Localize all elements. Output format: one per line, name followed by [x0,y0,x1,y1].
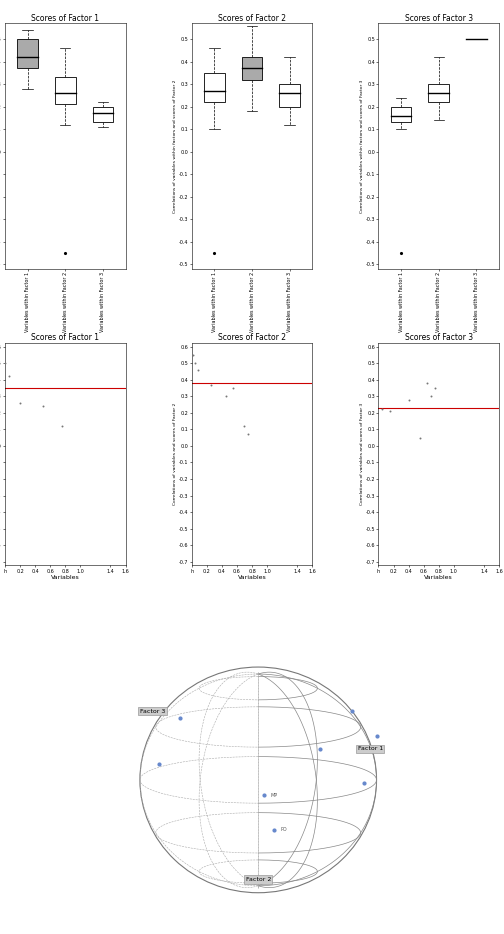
Point [57,418,66,433]
Title: Scores of Factor 1: Scores of Factor 1 [31,333,99,343]
Title: Scores of Factor 2: Scores of Factor 2 [218,333,286,343]
Point [423,375,431,390]
Title: Scores of Factor 3: Scores of Factor 3 [405,14,473,22]
Text: MP: MP [271,793,278,798]
Point [427,389,435,403]
Point [244,427,253,442]
Point [378,402,386,417]
Point [229,380,237,395]
Bar [204,73,225,102]
Text: PO: PO [280,828,287,832]
Point [405,392,413,407]
Point [191,356,199,371]
Y-axis label: Correlations of variables within factors and scores of Factor 2: Correlations of variables within factors… [173,79,177,213]
Point [222,389,230,403]
X-axis label: Variables: Variables [51,575,80,580]
Y-axis label: Correlations of variables and scores of Factor 3: Correlations of variables and scores of … [360,403,364,505]
Point [207,377,215,392]
Point [5,369,13,384]
X-axis label: Variables: Variables [237,575,267,580]
Text: Factor 2: Factor 2 [245,877,271,882]
Bar [93,106,113,122]
Point [188,347,197,362]
Point [194,362,202,377]
Point [2,356,10,371]
Bar [17,39,38,68]
Text: Factor 3: Factor 3 [140,709,165,714]
Point [240,418,248,433]
Bar [428,84,449,102]
Title: Scores of Factor 3: Scores of Factor 3 [405,333,473,343]
Point [16,395,24,410]
Point [416,431,424,446]
Point [386,403,394,418]
Bar [391,106,411,122]
Title: Scores of Factor 2: Scores of Factor 2 [218,14,286,22]
Point [39,399,47,414]
Bar [279,84,300,106]
X-axis label: Variables: Variables [424,575,453,580]
Bar [55,78,76,105]
Title: Scores of Factor 1: Scores of Factor 1 [31,14,99,22]
Bar [241,57,263,79]
Text: Factor 1: Factor 1 [358,746,383,751]
Y-axis label: Correlations of variables and scores of Factor 2: Correlations of variables and scores of … [173,403,177,505]
Y-axis label: Correlations of variables within factors and scores of Factor 3: Correlations of variables within factors… [360,79,364,213]
Point [431,380,439,395]
